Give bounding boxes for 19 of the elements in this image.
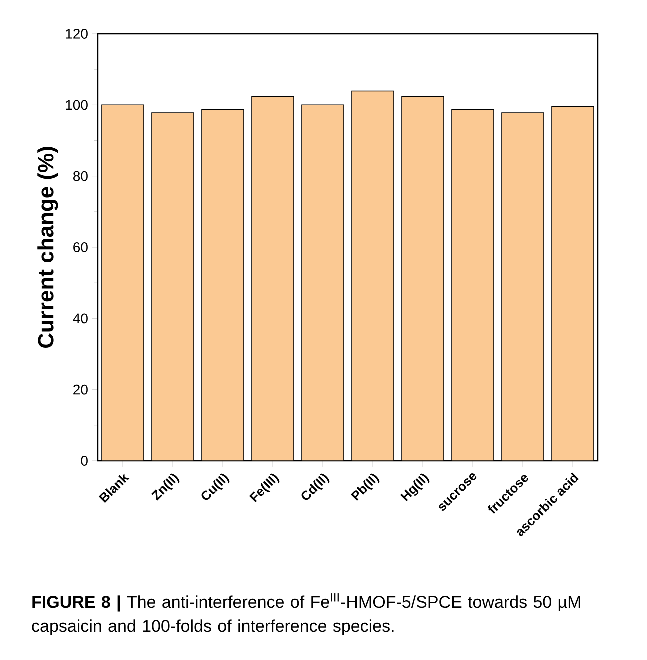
bar [502,112,544,461]
bar [452,110,494,461]
bar [552,106,594,461]
bar [202,110,244,461]
y-tick-label: 60 [74,242,88,252]
bar [152,112,194,461]
bar [402,96,444,461]
y-tick-label: 120 [66,29,88,39]
y-tick-label: 20 [74,384,88,395]
y-tick-label: 80 [74,171,88,182]
y-tick-label: 0 [81,456,88,466]
bar [352,91,394,461]
bar [252,96,294,461]
y-tick-label: 100 [66,100,88,110]
y-tick-label: 40 [73,314,88,324]
bar [302,105,344,461]
y-axis-title: Current change (%) [38,147,58,348]
bar [102,105,144,461]
text: FIGURE 8 | The anti-interference of Fe$^{III}$-HMOF-5/SPCE towards 50 µM capsaicin and 100-folds of interference species. [32,594,580,636]
